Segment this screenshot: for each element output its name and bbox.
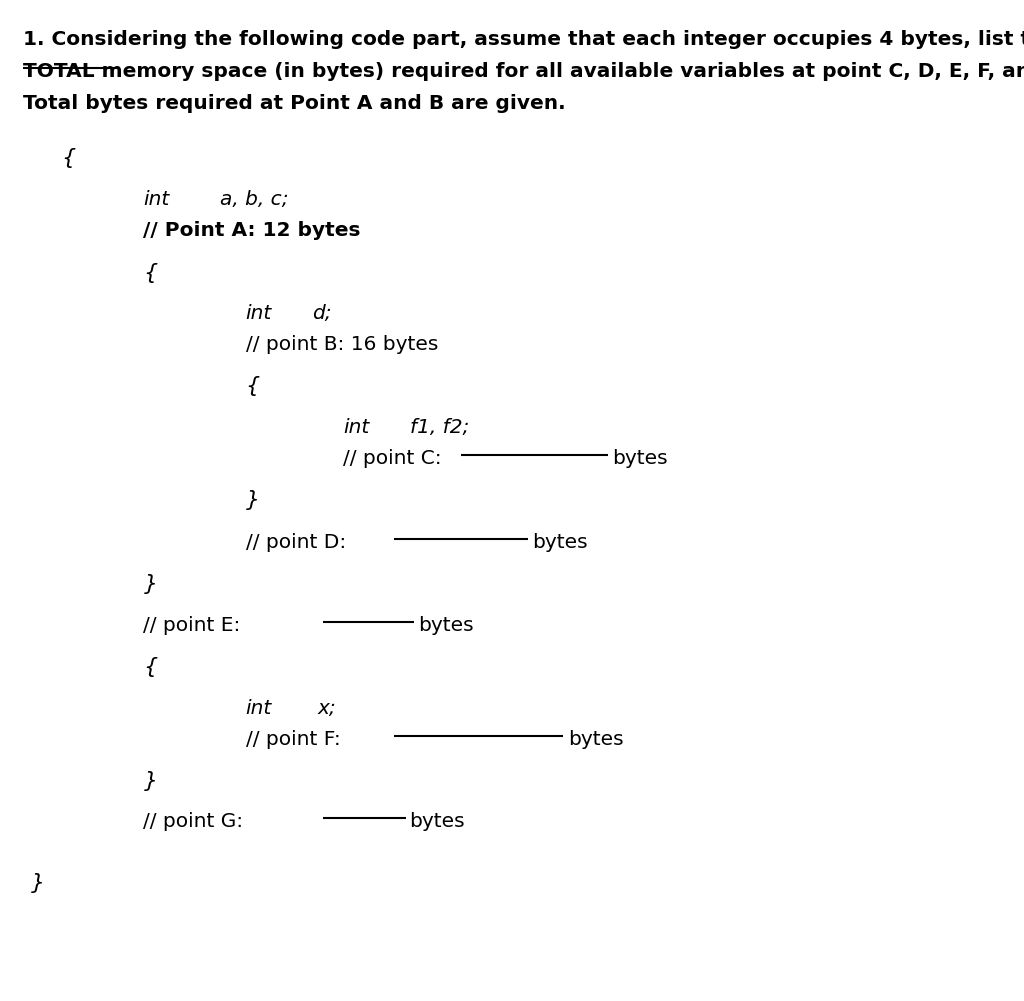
Text: // point G:: // point G: (143, 812, 244, 831)
Text: TOTAL memory space (in bytes) required for all available variables at point C, D: TOTAL memory space (in bytes) required f… (23, 62, 1024, 81)
Text: bytes: bytes (612, 449, 668, 468)
Text: // point B: 16 bytes: // point B: 16 bytes (246, 335, 438, 354)
Text: {: { (61, 148, 76, 168)
Text: a, b, c;: a, b, c; (220, 190, 289, 209)
Text: f1, f2;: f1, f2; (410, 418, 469, 437)
Text: bytes: bytes (532, 533, 588, 552)
Text: bytes: bytes (418, 616, 473, 635)
Text: {: { (143, 657, 158, 677)
Text: }: } (246, 490, 260, 511)
Text: // point E:: // point E: (143, 616, 241, 635)
Text: }: } (31, 873, 45, 893)
Text: {: { (143, 263, 158, 283)
Text: }: } (143, 574, 158, 594)
Text: int: int (246, 699, 272, 718)
Text: // point F:: // point F: (246, 730, 341, 749)
Text: 1. Considering the following code part, assume that each integer occupies 4 byte: 1. Considering the following code part, … (23, 30, 1024, 49)
Text: // point D:: // point D: (246, 533, 346, 552)
Text: d;: d; (312, 304, 332, 323)
Text: // point C:: // point C: (343, 449, 441, 468)
Text: bytes: bytes (410, 812, 465, 831)
Text: int: int (343, 418, 370, 437)
Text: }: } (143, 771, 158, 791)
Text: x;: x; (317, 699, 336, 718)
Text: bytes: bytes (568, 730, 624, 749)
Text: int: int (143, 190, 170, 209)
Text: {: { (246, 376, 260, 396)
Text: Total bytes required at Point A and B are given.: Total bytes required at Point A and B ar… (23, 94, 565, 113)
Text: int: int (246, 304, 272, 323)
Text: // Point A: 12 bytes: // Point A: 12 bytes (143, 221, 360, 240)
